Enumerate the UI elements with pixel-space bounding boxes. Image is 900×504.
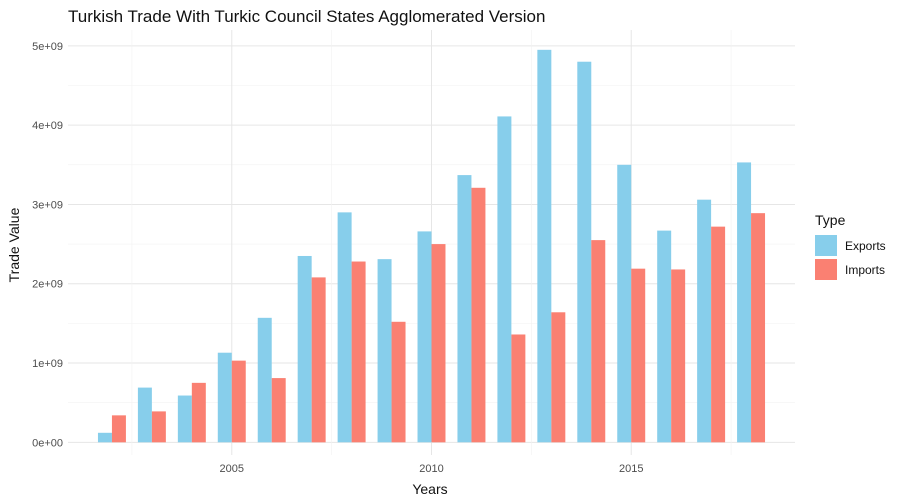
bar-exports-2005	[217, 352, 232, 443]
y-axis-ticks: 0e+00 1e+09 2e+09 3e+09 4e+09 5e+09	[32, 41, 63, 449]
legend-items: Exports Imports	[815, 235, 886, 280]
x-tick-label: 2010	[419, 463, 443, 475]
bar-imports-2009	[391, 321, 406, 443]
y-tick-label: 4e+09	[32, 120, 63, 132]
y-tick-label: 2e+09	[32, 279, 63, 291]
bar-exports-2007	[297, 255, 312, 443]
x-axis-title: Years	[412, 481, 447, 497]
bar-exports-2002	[97, 432, 112, 443]
legend-title: Type	[815, 212, 846, 228]
bar-exports-2013	[537, 49, 552, 443]
bar-imports-2008	[351, 261, 366, 443]
legend-label-imports: Imports	[845, 263, 885, 277]
bar-exports-2018	[737, 162, 752, 443]
x-tick-label: 2005	[220, 463, 244, 475]
bar-exports-2011	[457, 175, 472, 443]
bar-exports-2015	[617, 164, 632, 443]
x-axis-ticks: 2005 2010 2015	[220, 463, 644, 475]
bar-exports-2009	[377, 259, 392, 443]
y-tick-label: 5e+09	[32, 41, 63, 53]
bar-imports-2014	[591, 240, 606, 443]
bar-exports-2003	[137, 387, 152, 443]
legend-label-exports: Exports	[845, 239, 886, 253]
bar-exports-2012	[497, 116, 512, 443]
bar-imports-2017	[711, 226, 726, 443]
y-tick-label: 0e+00	[32, 437, 63, 449]
y-tick-label: 3e+09	[32, 199, 63, 211]
bar-imports-2003	[151, 411, 166, 443]
bar-exports-2014	[577, 61, 592, 443]
legend-key-imports	[815, 259, 837, 280]
bar-imports-2011	[471, 187, 486, 443]
bar-imports-2013	[551, 312, 566, 443]
bar-exports-2010	[417, 231, 432, 443]
bar-imports-2010	[431, 244, 446, 443]
bar-imports-2007	[311, 277, 326, 443]
bar-imports-2018	[751, 213, 766, 443]
bar-exports-2004	[177, 395, 192, 443]
bar-exports-2006	[257, 317, 272, 443]
bar-imports-2004	[191, 382, 206, 443]
bar-imports-2016	[671, 269, 686, 443]
legend-key-exports	[815, 235, 837, 256]
bars	[97, 49, 766, 443]
y-tick-label: 1e+09	[32, 358, 63, 370]
bar-imports-2006	[271, 378, 286, 443]
y-axis-title: Trade Value	[6, 207, 22, 282]
bar-exports-2017	[697, 199, 712, 443]
bar-imports-2005	[231, 360, 246, 443]
bar-imports-2015	[631, 268, 646, 443]
legend: Type Exports Imports	[815, 212, 886, 280]
bar-imports-2012	[511, 334, 526, 443]
bar-imports-2002	[111, 415, 126, 443]
bar-exports-2016	[657, 230, 672, 443]
chart-title: Turkish Trade With Turkic Council States…	[68, 7, 545, 26]
bar-exports-2008	[337, 212, 352, 443]
x-tick-label: 2015	[619, 463, 643, 475]
